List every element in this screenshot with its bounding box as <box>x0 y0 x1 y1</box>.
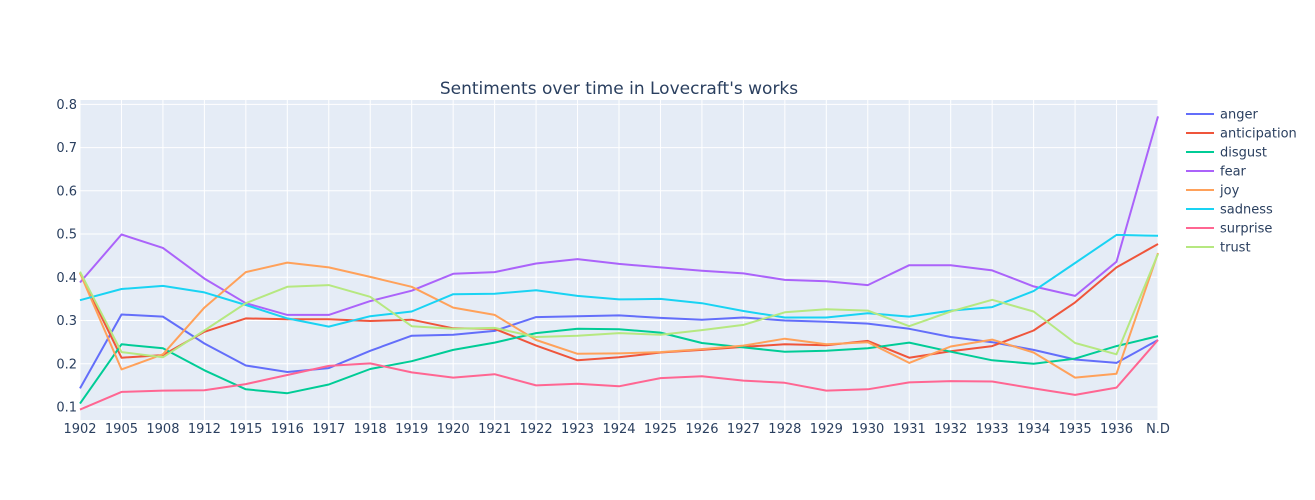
y-tick-label: 0.6 <box>56 184 77 199</box>
legend-item-anticipation[interactable]: anticipation <box>1186 127 1297 142</box>
x-tick-label: 1930 <box>851 422 884 437</box>
series-line-disgust[interactable] <box>79 327 1159 405</box>
y-tick-label: 0.8 <box>56 98 77 113</box>
x-tick-label: 1922 <box>520 422 553 437</box>
legend-item-disgust[interactable]: disgust <box>1186 146 1267 161</box>
legend-item-fear[interactable]: fear <box>1186 165 1247 180</box>
series-line-sadness[interactable] <box>79 233 1159 328</box>
legend-label: anger <box>1220 108 1258 123</box>
y-tick-label: 0.1 <box>56 401 77 416</box>
x-axis-ticks: 1902 1905 1908 1912 1915 1916 1917 1918 1919 1920… <box>63 422 1169 437</box>
x-tick-label: N.D <box>1146 422 1170 437</box>
series-lines <box>79 116 1159 411</box>
x-tick-label: 1919 <box>395 422 428 437</box>
x-tick-label: 1923 <box>561 422 594 437</box>
series-line-fear[interactable] <box>79 116 1159 316</box>
series-line-anticipation[interactable] <box>79 243 1159 362</box>
gridlines <box>79 100 1159 420</box>
y-tick-label: 0.3 <box>56 314 77 329</box>
y-axis-ticks: 0.1 0.2 0.3 0.4 0.5 0.6 0.7 0.8 <box>56 98 77 416</box>
x-tick-label: 1915 <box>229 422 262 437</box>
y-tick-label: 0.5 <box>56 228 77 243</box>
x-tick-label: 1928 <box>768 422 801 437</box>
x-tick-label: 1926 <box>685 422 718 437</box>
y-tick-label: 0.7 <box>56 141 77 156</box>
x-tick-label: 1931 <box>893 422 926 437</box>
legend-label: trust <box>1220 241 1251 256</box>
legend-item-joy[interactable]: joy <box>1186 184 1240 199</box>
series-line-trust[interactable] <box>79 253 1159 359</box>
x-tick-label: 1918 <box>354 422 387 437</box>
y-tick-label: 0.4 <box>56 271 77 286</box>
x-tick-label: 1935 <box>1059 422 1092 437</box>
x-tick-label: 1917 <box>312 422 345 437</box>
x-tick-label: 1916 <box>271 422 304 437</box>
legend-label: anticipation <box>1220 127 1297 142</box>
x-tick-label: 1905 <box>105 422 138 437</box>
series-line-joy[interactable] <box>79 252 1159 379</box>
legend-item-anger[interactable]: anger <box>1186 108 1258 123</box>
x-tick-label: 1925 <box>644 422 677 437</box>
x-tick-label: 1924 <box>602 422 635 437</box>
x-tick-label: 1936 <box>1100 422 1133 437</box>
y-tick-label: 0.2 <box>56 357 77 372</box>
legend-label: fear <box>1220 165 1247 180</box>
legend-label: joy <box>1219 184 1240 199</box>
legend-label: disgust <box>1220 146 1267 161</box>
legend-label: sadness <box>1220 203 1273 218</box>
chart-title: Sentiments over time in Lovecraft's work… <box>440 79 798 99</box>
x-tick-label: 1908 <box>146 422 179 437</box>
series-line-surprise[interactable] <box>79 339 1159 411</box>
x-tick-label: 1921 <box>478 422 511 437</box>
legend-item-sadness[interactable]: sadness <box>1186 203 1273 218</box>
legend-label: surprise <box>1220 222 1272 237</box>
x-tick-label: 1933 <box>976 422 1009 437</box>
x-tick-label: 1932 <box>934 422 967 437</box>
x-tick-label: 1902 <box>63 422 96 437</box>
x-tick-label: 1920 <box>437 422 470 437</box>
x-tick-label: 1929 <box>810 422 843 437</box>
legend-item-trust[interactable]: trust <box>1186 241 1251 256</box>
x-tick-label: 1934 <box>1017 422 1050 437</box>
x-tick-label: 1912 <box>188 422 221 437</box>
legend-item-surprise[interactable]: surprise <box>1186 222 1272 237</box>
legend[interactable]: anger anticipation disgust fear joy sadness su… <box>1186 108 1297 256</box>
x-tick-label: 1927 <box>727 422 760 437</box>
series-line-anger[interactable] <box>79 313 1159 389</box>
